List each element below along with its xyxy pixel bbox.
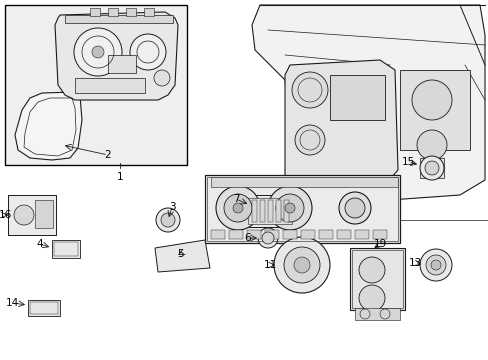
Text: 13: 13 <box>407 258 421 268</box>
Bar <box>267 200 272 222</box>
Circle shape <box>285 203 294 213</box>
Circle shape <box>293 257 309 273</box>
Bar <box>52 240 80 258</box>
Polygon shape <box>155 240 209 272</box>
Bar <box>108 8 118 16</box>
Bar <box>372 230 386 239</box>
Bar <box>301 230 314 239</box>
Circle shape <box>273 237 329 293</box>
Circle shape <box>358 257 384 283</box>
Circle shape <box>232 203 243 213</box>
Bar <box>275 200 281 222</box>
Bar <box>8 195 56 235</box>
Polygon shape <box>55 12 178 100</box>
Bar <box>354 230 368 239</box>
Polygon shape <box>251 5 484 200</box>
Circle shape <box>258 228 278 248</box>
Bar <box>5 5 186 165</box>
Circle shape <box>416 130 446 160</box>
Text: 6: 6 <box>244 233 251 243</box>
Bar <box>260 200 264 222</box>
Circle shape <box>419 249 451 281</box>
Bar <box>284 200 288 222</box>
Circle shape <box>411 80 451 120</box>
Text: 16: 16 <box>0 210 12 220</box>
Bar <box>204 175 399 243</box>
Circle shape <box>156 208 180 232</box>
Bar <box>35 200 53 228</box>
Bar <box>90 8 100 16</box>
Bar <box>247 198 291 224</box>
Circle shape <box>161 213 175 227</box>
Polygon shape <box>15 92 82 160</box>
Bar <box>28 300 60 316</box>
Bar <box>419 158 443 178</box>
Bar <box>108 55 136 73</box>
Circle shape <box>345 198 364 218</box>
Bar <box>283 230 296 239</box>
Bar <box>143 8 154 16</box>
Text: 4: 4 <box>37 239 43 249</box>
Text: 14: 14 <box>5 298 19 308</box>
Bar <box>206 177 397 241</box>
Text: 3: 3 <box>168 202 175 212</box>
Circle shape <box>154 70 170 86</box>
Text: 15: 15 <box>401 157 414 167</box>
Bar <box>351 250 402 308</box>
Circle shape <box>267 186 311 230</box>
Bar <box>210 230 224 239</box>
Circle shape <box>291 72 327 108</box>
Bar <box>246 230 261 239</box>
Circle shape <box>14 205 34 225</box>
Bar <box>75 78 145 93</box>
Bar <box>65 15 173 23</box>
Bar <box>349 248 404 310</box>
Bar <box>354 308 399 320</box>
Bar <box>399 70 469 150</box>
Bar <box>30 302 58 314</box>
Text: 19: 19 <box>373 239 386 249</box>
Text: 11: 11 <box>263 260 276 270</box>
Bar <box>228 230 243 239</box>
Circle shape <box>284 247 319 283</box>
Bar <box>318 230 332 239</box>
Circle shape <box>74 28 122 76</box>
Text: 2: 2 <box>104 150 111 160</box>
Circle shape <box>430 260 440 270</box>
Circle shape <box>358 285 384 311</box>
Text: 5: 5 <box>176 249 183 259</box>
Bar <box>126 8 136 16</box>
Bar <box>244 195 294 227</box>
Text: 1: 1 <box>117 172 123 182</box>
Polygon shape <box>285 60 397 188</box>
Circle shape <box>424 161 438 175</box>
Circle shape <box>216 186 260 230</box>
Circle shape <box>130 34 165 70</box>
Circle shape <box>275 194 304 222</box>
Circle shape <box>338 192 370 224</box>
Circle shape <box>224 194 251 222</box>
Bar <box>264 230 279 239</box>
Bar <box>336 230 350 239</box>
Circle shape <box>294 125 325 155</box>
Circle shape <box>92 46 104 58</box>
Circle shape <box>425 255 445 275</box>
Bar <box>54 242 78 256</box>
Bar <box>251 200 257 222</box>
Text: 7: 7 <box>232 194 239 204</box>
Bar <box>329 75 384 120</box>
Bar <box>210 177 397 187</box>
Circle shape <box>419 156 443 180</box>
Circle shape <box>262 232 273 244</box>
